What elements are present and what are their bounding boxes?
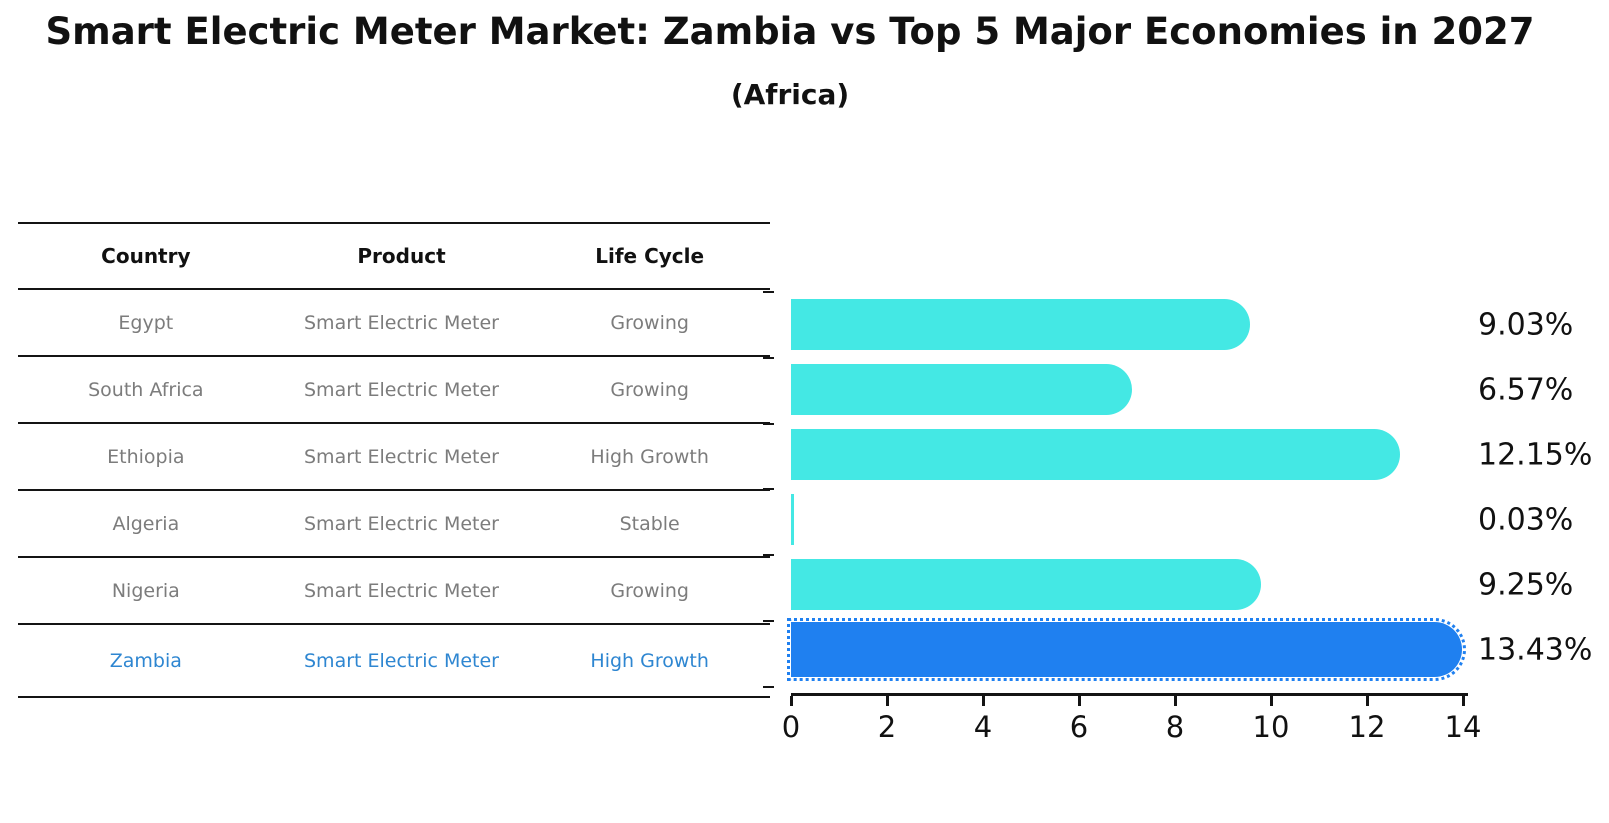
product-cell: Smart Electric Meter <box>304 378 499 401</box>
value-label-south-africa: 6.57% <box>1478 372 1574 407</box>
value-label-egypt: 9.03% <box>1478 307 1574 342</box>
life-cycle-cell: Growing <box>610 378 689 401</box>
x-tick <box>790 696 793 706</box>
y-tick <box>763 291 774 293</box>
y-tick <box>763 685 774 688</box>
product-cell: Smart Electric Meter <box>304 512 499 535</box>
bar-south-africa <box>791 364 1133 415</box>
table-row-nigeria: Nigeria Smart Electric Meter Growing <box>18 558 770 625</box>
x-axis-line <box>791 693 1468 696</box>
x-tick <box>886 696 889 706</box>
product-cell: Smart Electric Meter <box>304 579 499 602</box>
bar-nigeria <box>791 559 1261 610</box>
life-cycle-cell: Growing <box>610 579 689 602</box>
table-header-row: Country Product Life Cycle <box>18 224 770 290</box>
country-cell: Nigeria <box>111 579 180 602</box>
x-tick-label: 0 <box>781 710 801 744</box>
value-label-nigeria: 9.25% <box>1478 567 1574 602</box>
country-cell: Algeria <box>112 512 180 535</box>
country-cell: Zambia <box>109 649 182 672</box>
table-header-country: Country <box>101 244 191 268</box>
x-tick-label: 14 <box>1444 710 1482 744</box>
page-subtitle: (Africa) <box>730 78 850 111</box>
table-header-product: Product <box>357 244 446 268</box>
page-title-wrap: Smart Electric Meter Market: Zambia vs T… <box>0 10 1580 53</box>
x-tick <box>1366 696 1369 706</box>
life-cycle-cell: Stable <box>619 512 680 535</box>
bar-chart-plot: 9.03% 6.57% 12.15% 0.03% 9.25% 13.43% 0 2 4 6 8 10 1… <box>763 0 1592 823</box>
product-cell: Smart Electric Meter <box>304 445 499 468</box>
page-subtitle-wrap: (Africa) <box>0 78 1580 111</box>
bar-algeria <box>791 494 794 545</box>
x-tick <box>1174 696 1177 706</box>
x-tick <box>1270 696 1273 706</box>
x-tick-label: 10 <box>1252 710 1290 744</box>
x-tick-label: 12 <box>1348 710 1386 744</box>
x-tick <box>982 696 985 706</box>
table-header-life-cycle: Life Cycle <box>595 244 705 268</box>
table-row-zambia: Zambia Smart Electric Meter High Growth <box>18 625 770 698</box>
x-tick-label: 6 <box>1069 710 1089 744</box>
y-tick <box>763 554 774 557</box>
country-cell: South Africa <box>88 378 204 401</box>
life-cycle-cell: High Growth <box>590 445 709 468</box>
life-cycle-cell: High Growth <box>590 649 709 672</box>
comparison-table: Country Product Life Cycle Egypt Smart El… <box>18 222 770 698</box>
bar-zambia <box>787 618 1466 681</box>
table-row-south-africa: South Africa Smart Electric Meter Growing <box>18 357 770 424</box>
life-cycle-cell: Growing <box>610 311 689 334</box>
table-row-ethiopia: Ethiopia Smart Electric Meter High Growth <box>18 424 770 491</box>
value-label-algeria: 0.03% <box>1478 502 1574 537</box>
x-tick-label: 2 <box>877 710 897 744</box>
table-body: Egypt Smart Electric Meter Growing South Af… <box>18 290 770 698</box>
table-row-algeria: Algeria Smart Electric Meter Stable <box>18 491 770 558</box>
bar-ethiopia <box>791 429 1401 480</box>
value-label-zambia: 13.43% <box>1478 632 1593 667</box>
table-row-egypt: Egypt Smart Electric Meter Growing <box>18 290 770 357</box>
country-cell: Ethiopia <box>107 445 185 468</box>
y-tick <box>763 488 774 491</box>
x-tick-label: 8 <box>1165 710 1185 744</box>
value-label-ethiopia: 12.15% <box>1478 437 1593 472</box>
x-tick <box>1462 696 1465 706</box>
x-tick-label: 4 <box>973 710 993 744</box>
country-cell: Egypt <box>118 311 174 334</box>
product-cell: Smart Electric Meter <box>304 649 499 672</box>
y-tick <box>763 422 774 425</box>
page-title: Smart Electric Meter Market: Zambia vs T… <box>45 10 1535 53</box>
product-cell: Smart Electric Meter <box>304 311 499 334</box>
y-tick <box>763 356 774 359</box>
x-tick <box>1078 696 1081 706</box>
bar-egypt <box>791 299 1251 350</box>
y-tick <box>763 620 774 622</box>
